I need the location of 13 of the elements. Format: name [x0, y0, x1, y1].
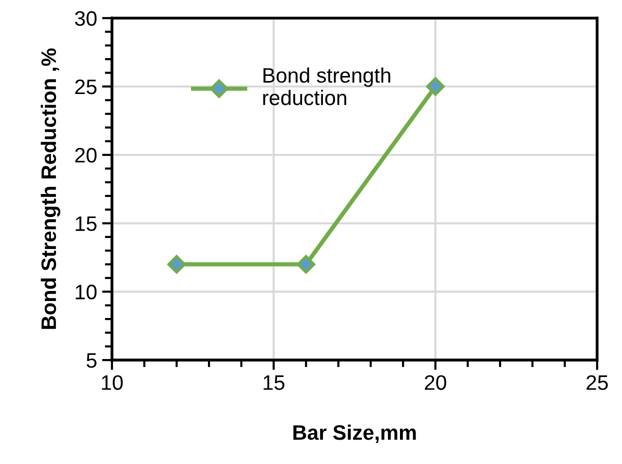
y-tick-label: 30: [75, 11, 97, 26]
x-axis-title: Bar Size,mm: [293, 424, 416, 443]
y-tick-label: 25: [75, 79, 97, 94]
y-tick-label: 20: [75, 148, 97, 163]
x-tick-label: 25: [586, 375, 608, 390]
y-tick-label: 5: [86, 353, 97, 368]
y-axis-title: Bond Strength Reduction ,%: [40, 48, 60, 329]
y-tick-label: 10: [76, 284, 97, 300]
x-tick-label: 20: [424, 375, 446, 390]
legend-label: Bond strength reduction: [263, 67, 390, 106]
y-tick-label: 15: [76, 216, 97, 232]
x-tick-label: 10: [102, 375, 123, 390]
x-tick-label: 15: [264, 375, 284, 390]
